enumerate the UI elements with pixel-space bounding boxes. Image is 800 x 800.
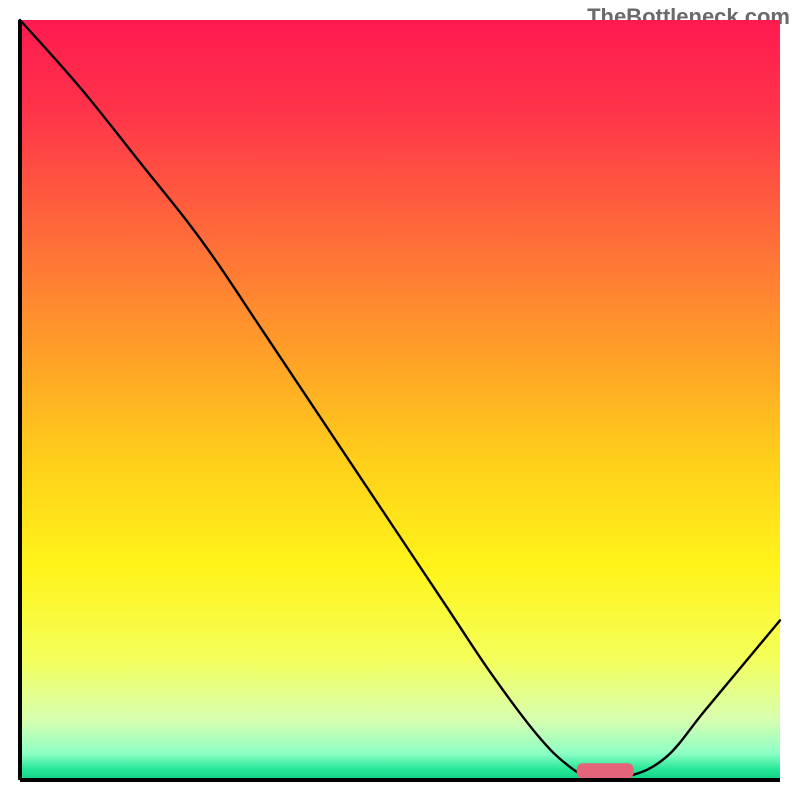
bottleneck-chart <box>0 0 800 800</box>
optimal-marker <box>577 763 634 778</box>
plot-background <box>20 20 780 780</box>
chart-container: TheBottleneck.com <box>0 0 800 800</box>
